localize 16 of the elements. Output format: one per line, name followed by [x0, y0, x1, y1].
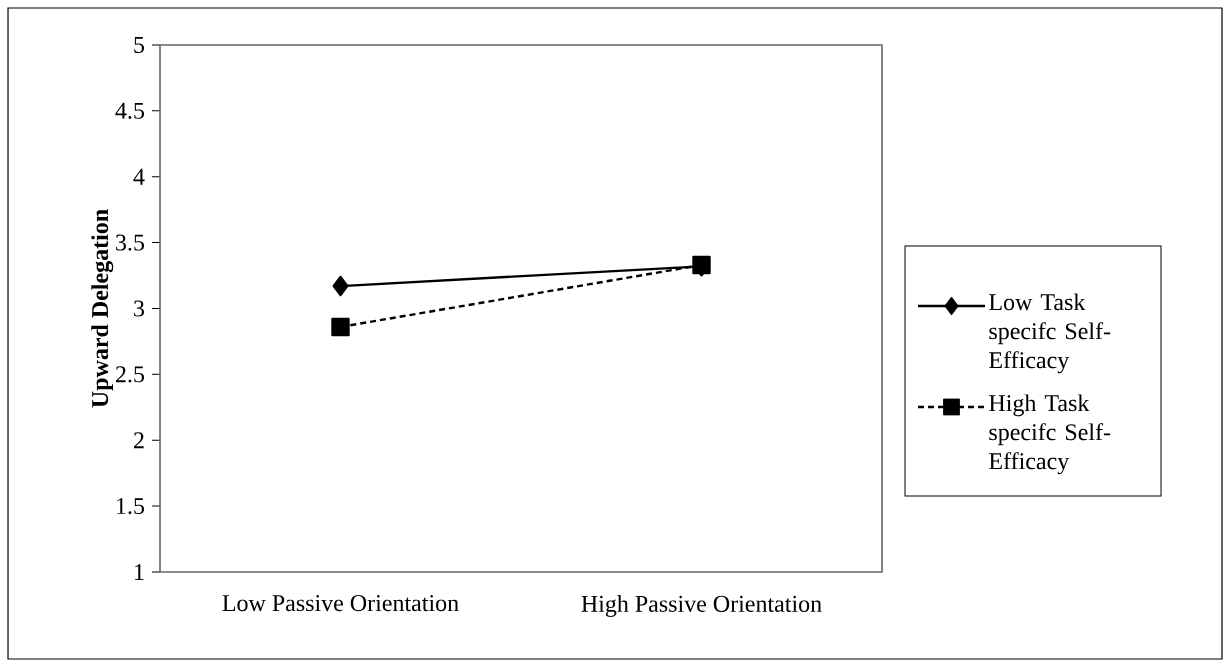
- y-tick-label: 4: [133, 168, 145, 185]
- point: [331, 317, 350, 337]
- x-tick-label: Low Passive Orientation: [222, 595, 459, 612]
- y-tick-label: 1.5: [117, 498, 145, 515]
- y-axis-title: Upward Delegation: [91, 209, 114, 408]
- legend-label: Low Task specifc Self-Efficacy: [989, 293, 1111, 374]
- point: [332, 275, 349, 297]
- y-tick-label: 3: [134, 300, 145, 317]
- y-tick-label: 5: [134, 37, 145, 53]
- y-tick-label: 3.5: [116, 234, 145, 251]
- y-tick-label: 1: [135, 564, 144, 580]
- y-tick-label: 2: [134, 432, 144, 449]
- x-tick-label: High Passive Orientation: [581, 595, 822, 617]
- legend-label: High Task specifc Self-Efficacy: [989, 394, 1111, 475]
- y-tick-label: 2.5: [116, 366, 145, 383]
- y-tick-label: 4.5: [115, 102, 145, 119]
